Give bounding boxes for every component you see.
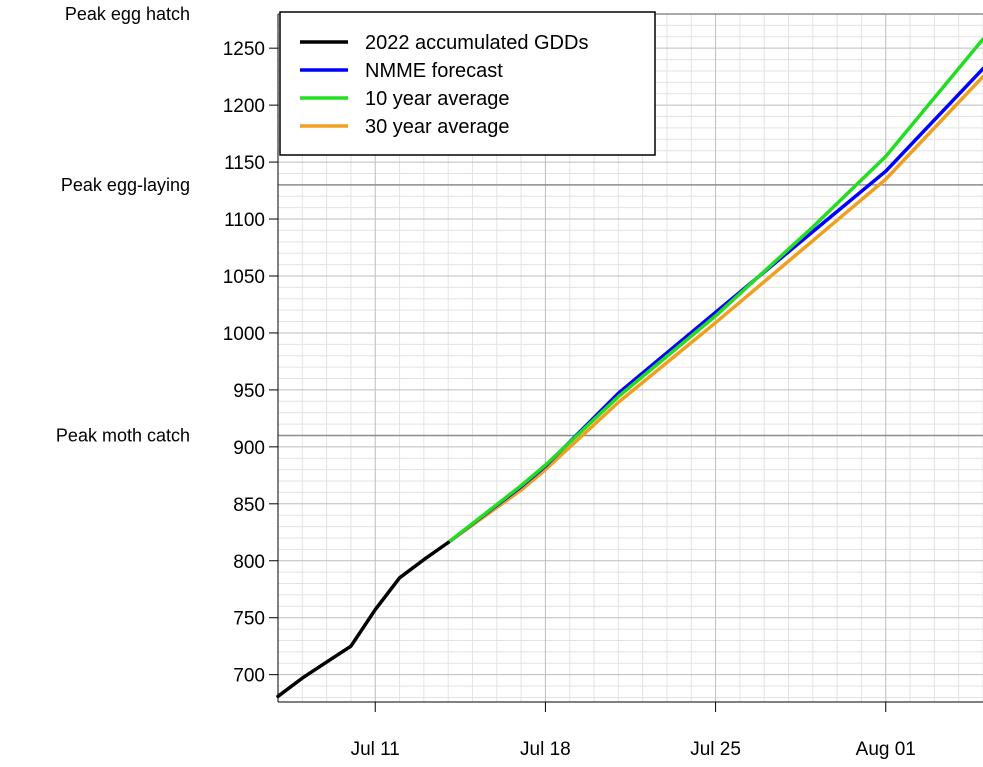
y-tick-label: 750 xyxy=(233,609,265,630)
y-tick-label: 800 xyxy=(233,552,265,573)
x-tick-label: Jul 18 xyxy=(520,739,571,760)
y-axis-ticks: 700 750 800 850 900 950 1000 1050 1100 1150 1200 12… xyxy=(223,39,278,687)
y-tick-label: 700 xyxy=(233,666,265,687)
series-line xyxy=(446,37,983,545)
series-lines xyxy=(276,37,983,699)
legend-items: 2022 accumulated GDDs NMME forecast 10 yea… xyxy=(300,32,588,138)
series-line xyxy=(446,74,983,545)
reference-labels: Peak moth catch Peak egg-laying Peak egg h… xyxy=(56,4,190,445)
y-tick-label: 1100 xyxy=(224,210,265,231)
y-tick-label: 900 xyxy=(233,438,265,459)
series-line xyxy=(276,540,450,699)
y-tick-label: 1200 xyxy=(223,96,265,117)
y-tick-label: 1150 xyxy=(224,153,265,174)
y-tick-label: 850 xyxy=(233,495,265,516)
legend: 2022 accumulated GDDs NMME forecast 10 yea… xyxy=(279,11,656,156)
reference-label: Peak egg hatch xyxy=(65,4,190,24)
x-tick-label: Jul 25 xyxy=(690,739,741,760)
legend-box xyxy=(279,11,656,156)
legend-label: 30 year average xyxy=(365,116,510,138)
x-axis-ticks: Jul 11 Jul 18 Jul 25 Aug 01 xyxy=(351,702,916,760)
y-tick-label: 1050 xyxy=(223,267,265,288)
x-tick-label: Jul 11 xyxy=(351,739,400,760)
reference-label: Peak egg-laying xyxy=(61,175,190,195)
legend-label: 10 year average xyxy=(365,88,510,110)
y-tick-label: 950 xyxy=(233,381,265,402)
y-tick-label: 1000 xyxy=(223,324,265,345)
legend-label: 2022 accumulated GDDs xyxy=(365,32,588,54)
x-tick-label: Aug 01 xyxy=(856,739,916,760)
y-tick-label: 1250 xyxy=(223,39,265,60)
reference-label: Peak moth catch xyxy=(56,425,190,445)
axes xyxy=(277,14,983,703)
legend-label: NMME forecast xyxy=(365,60,503,82)
